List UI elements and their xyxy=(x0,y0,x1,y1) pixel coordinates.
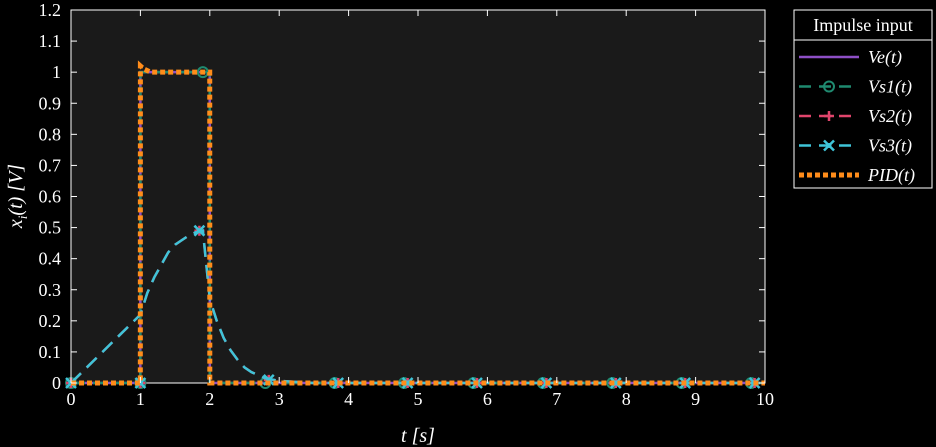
legend: Impulse input Ve(t) Vs1(t) Vs2(t) Vs3(t) PID… xyxy=(793,9,933,189)
x-tick-label: 1 xyxy=(136,389,145,409)
series-vs3-t-marker-center xyxy=(196,228,202,234)
y-tick-label: 0.2 xyxy=(39,311,62,331)
x-axis-label: t [s] xyxy=(401,425,435,447)
y-tick-label: 0.7 xyxy=(39,155,62,175)
x-tick-label: 4 xyxy=(344,389,353,409)
x-tick-label: 9 xyxy=(691,389,700,409)
x-tick-label: 10 xyxy=(756,389,774,409)
series-pid-t xyxy=(71,60,765,386)
y-tick-label: 0.1 xyxy=(39,342,62,362)
legend-entry-vs3-t: Vs3(t) xyxy=(799,136,912,157)
x-tick-label: 7 xyxy=(552,389,561,409)
legend-label: PID(t) xyxy=(867,165,915,186)
y-tick-label: 0.4 xyxy=(39,249,62,269)
legend-title: Impulse input xyxy=(813,15,913,35)
legend-series-vs3-t-marker-center xyxy=(826,143,832,148)
y-tick-label: 0.9 xyxy=(39,93,62,113)
series-vs3-t-line xyxy=(70,229,765,385)
series-pid-t-line xyxy=(71,60,765,386)
y-tick-label: 0.8 xyxy=(39,124,62,144)
y-tick-label: 1 xyxy=(52,62,61,82)
legend-label: Vs3(t) xyxy=(868,136,912,157)
y-tick-label: 0.6 xyxy=(39,187,62,207)
legend-series-vs1-t-marker xyxy=(823,80,835,93)
legend-entry-pid-t: PID(t) xyxy=(799,165,915,186)
legend-label: Ve(t) xyxy=(868,47,902,68)
y-tick-label: 0 xyxy=(52,373,61,393)
legend-entry-vs2-t: Vs2(t) xyxy=(799,106,912,127)
y-tick-label: 1.2 xyxy=(39,0,62,20)
y-tick-label: 0.5 xyxy=(39,218,62,238)
x-tick-label: 3 xyxy=(275,389,284,409)
x-tick-label: 0 xyxy=(67,389,76,409)
y-axis-label: xi(t) [V] xyxy=(5,164,30,229)
legend-label: Vs1(t) xyxy=(868,77,912,98)
axes-layer: 0 1 2 3 4 5 6 7 8 9 10 0 0.1 0.2 0.3 0.4 0.5 0.6 0.7 0.8 0.9… xyxy=(39,0,775,409)
series-vs3-t-marker-center xyxy=(613,380,619,386)
x-tick-label: 5 xyxy=(414,389,423,409)
y-tick-label: 1.1 xyxy=(39,31,62,51)
x-tick-label: 8 xyxy=(622,389,631,409)
plot-area xyxy=(70,9,766,384)
legend-series-vs2-t-marker xyxy=(824,111,834,121)
legend-label: Vs2(t) xyxy=(868,106,912,127)
series-vs1-t-marker xyxy=(196,66,209,79)
legend-box xyxy=(793,9,933,189)
legend-entry-vs1-t: Vs1(t) xyxy=(799,77,912,98)
x-tick-label: 6 xyxy=(483,389,492,409)
legend-entry-ve-t: Ve(t) xyxy=(799,47,902,68)
y-tick-label: 0.3 xyxy=(39,280,62,300)
x-tick-label: 2 xyxy=(205,389,214,409)
